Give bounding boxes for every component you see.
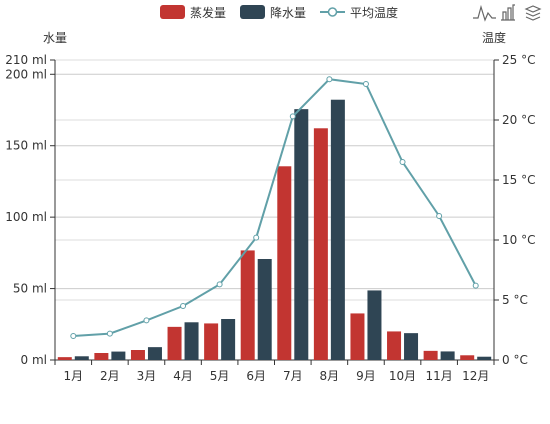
bar-precipitation[interactable] <box>221 319 236 360</box>
x-axis-tick-label: 6月 <box>246 369 266 383</box>
x-axis-tick-label: 9月 <box>356 369 376 383</box>
line-point[interactable] <box>436 213 443 219</box>
line-chart-icon[interactable] <box>473 4 496 22</box>
right-axis-tick-label: 10 °C <box>502 233 535 247</box>
bar-evaporation[interactable] <box>94 353 109 360</box>
bar-evaporation[interactable] <box>204 323 219 360</box>
line-point[interactable] <box>106 330 113 337</box>
legend-label[interactable]: 平均温度 <box>350 5 398 20</box>
line-point[interactable] <box>216 281 223 288</box>
line-point[interactable] <box>180 303 187 309</box>
bar-evaporation[interactable] <box>423 350 438 360</box>
x-axis-tick-label: 7月 <box>283 369 303 383</box>
right-axis-tick-label: 20 °C <box>502 113 535 127</box>
bar-evaporation[interactable] <box>350 313 365 360</box>
left-axis-title: 水量 <box>43 31 67 45</box>
x-axis-tick-label: 12月 <box>462 369 489 383</box>
x-axis-tick-label: 10月 <box>389 369 416 383</box>
bar-precipitation[interactable] <box>147 347 162 360</box>
bar-precipitation[interactable] <box>404 333 419 360</box>
legend-swatch-marker[interactable] <box>327 7 338 17</box>
right-axis-tick-label: 0 °C <box>502 353 528 367</box>
left-axis-tick-label: 200 ml <box>5 67 47 81</box>
bar-evaporation[interactable] <box>460 355 475 360</box>
bar-precipitation[interactable] <box>111 351 126 360</box>
right-axis-title: 温度 <box>482 30 506 45</box>
legend-label[interactable]: 蒸发量 <box>190 5 226 20</box>
left-axis-tick-label: 50 ml <box>13 282 47 296</box>
bar-evaporation[interactable] <box>240 250 255 360</box>
right-axis-tick-label: 15 °C <box>502 173 535 187</box>
right-axis-tick-label: 5 °C <box>502 293 528 307</box>
x-axis-tick-label: 2月 <box>100 369 120 383</box>
legend-label[interactable]: 降水量 <box>270 6 306 20</box>
bar-evaporation[interactable] <box>57 357 72 360</box>
left-axis-tick-label: 0 ml <box>21 353 47 367</box>
bar-precipitation[interactable] <box>74 356 89 360</box>
line-series-avg-temperature <box>73 78 477 337</box>
bar-precipitation[interactable] <box>477 356 492 360</box>
bar-evaporation[interactable] <box>277 166 292 360</box>
bar-precipitation[interactable] <box>294 109 309 361</box>
line-point[interactable] <box>143 317 150 324</box>
bar-evaporation[interactable] <box>313 128 328 360</box>
legend-swatch[interactable] <box>160 5 185 19</box>
bar-evaporation[interactable] <box>130 350 145 360</box>
line-point[interactable] <box>326 76 333 83</box>
line-point[interactable] <box>399 159 406 165</box>
bar-precipitation[interactable] <box>257 259 272 360</box>
bar-chart-icon[interactable] <box>501 4 515 21</box>
x-axis-tick-label: 11月 <box>425 369 452 383</box>
legend-swatch[interactable] <box>240 5 265 19</box>
left-axis-tick-label: 100 ml <box>5 210 47 224</box>
bar-precipitation[interactable] <box>330 99 345 360</box>
line-point[interactable] <box>362 81 369 87</box>
line-point[interactable] <box>70 333 77 339</box>
stack-icon[interactable] <box>524 5 542 21</box>
line-point[interactable] <box>289 113 296 120</box>
bar-precipitation[interactable] <box>440 351 455 360</box>
line-point[interactable] <box>472 282 479 289</box>
bar-precipitation[interactable] <box>367 290 382 360</box>
left-axis-tick-label: 210 ml <box>5 53 47 67</box>
x-axis-tick-label: 8月 <box>320 369 340 383</box>
x-axis-tick-label: 3月 <box>137 369 157 383</box>
bar-precipitation[interactable] <box>184 322 199 360</box>
line-point[interactable] <box>253 234 260 241</box>
bar-evaporation[interactable] <box>387 331 402 360</box>
x-axis-tick-label: 1月 <box>63 369 83 383</box>
right-axis-tick-label: 25 °C <box>502 53 535 67</box>
x-axis-tick-label: 4月 <box>173 369 193 383</box>
left-axis-tick-label: 150 ml <box>5 139 47 153</box>
bar-evaporation[interactable] <box>167 326 182 360</box>
x-axis-tick-label: 5月 <box>210 369 230 383</box>
